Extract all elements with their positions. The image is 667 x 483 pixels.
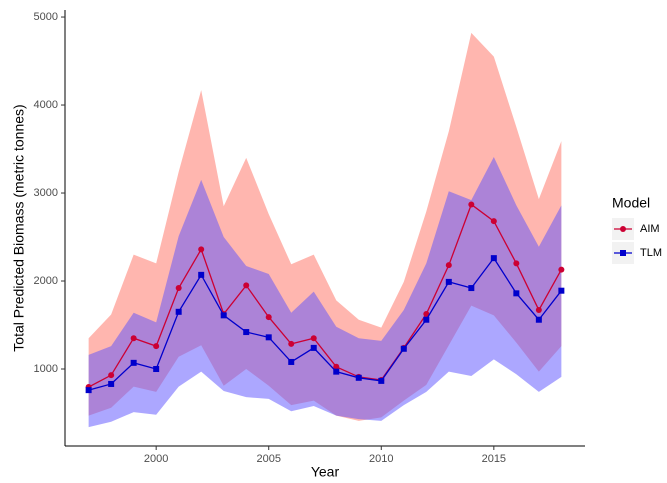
point — [513, 290, 520, 297]
point — [220, 312, 227, 319]
point — [423, 316, 430, 323]
point — [535, 316, 542, 323]
point — [558, 287, 565, 294]
point — [535, 307, 542, 314]
legend-marker — [620, 250, 626, 256]
point — [175, 285, 182, 292]
point — [513, 260, 520, 267]
y-tick-label: 5000 — [34, 11, 58, 23]
point — [333, 363, 340, 370]
legend-label: TLM — [640, 247, 662, 259]
x-tick-label: 2015 — [482, 453, 506, 465]
y-tick-label: 3000 — [34, 187, 58, 199]
legend-marker — [620, 226, 626, 232]
confidence-ribbon — [88, 156, 562, 428]
legend-title: Model — [612, 195, 650, 211]
point — [468, 285, 475, 292]
point — [108, 380, 115, 387]
point — [288, 358, 295, 365]
point — [175, 308, 182, 315]
point — [490, 255, 497, 262]
point — [378, 377, 385, 384]
x-axis-title: Year — [311, 464, 340, 480]
point — [355, 374, 362, 381]
point — [153, 343, 160, 350]
point — [310, 335, 317, 342]
series-line — [88, 203, 562, 388]
point — [445, 262, 452, 269]
point — [198, 271, 205, 278]
point — [198, 246, 205, 253]
x-tick-label: 2000 — [144, 453, 168, 465]
point — [333, 368, 340, 375]
y-tick-label: 2000 — [34, 275, 58, 287]
point — [243, 282, 250, 289]
x-tick-label: 2005 — [256, 453, 280, 465]
point — [445, 278, 452, 285]
point — [310, 344, 317, 351]
point — [468, 201, 475, 208]
point — [130, 335, 137, 342]
point — [153, 366, 160, 373]
point — [108, 372, 115, 379]
y-tick-label: 1000 — [34, 363, 58, 375]
legend-label: AIM — [640, 223, 660, 235]
series-line — [88, 256, 562, 391]
y-tick-label: 4000 — [34, 99, 58, 111]
point — [243, 329, 250, 336]
point — [490, 218, 497, 225]
point — [130, 359, 137, 366]
point — [558, 266, 565, 273]
point — [265, 314, 272, 321]
point — [288, 340, 295, 347]
point — [265, 334, 272, 341]
point — [423, 311, 430, 318]
y-axis-title: Total Predicted Biomass (metric tonnes) — [11, 104, 27, 351]
x-tick-label: 2010 — [369, 453, 393, 465]
point — [85, 387, 92, 394]
point — [400, 345, 407, 352]
